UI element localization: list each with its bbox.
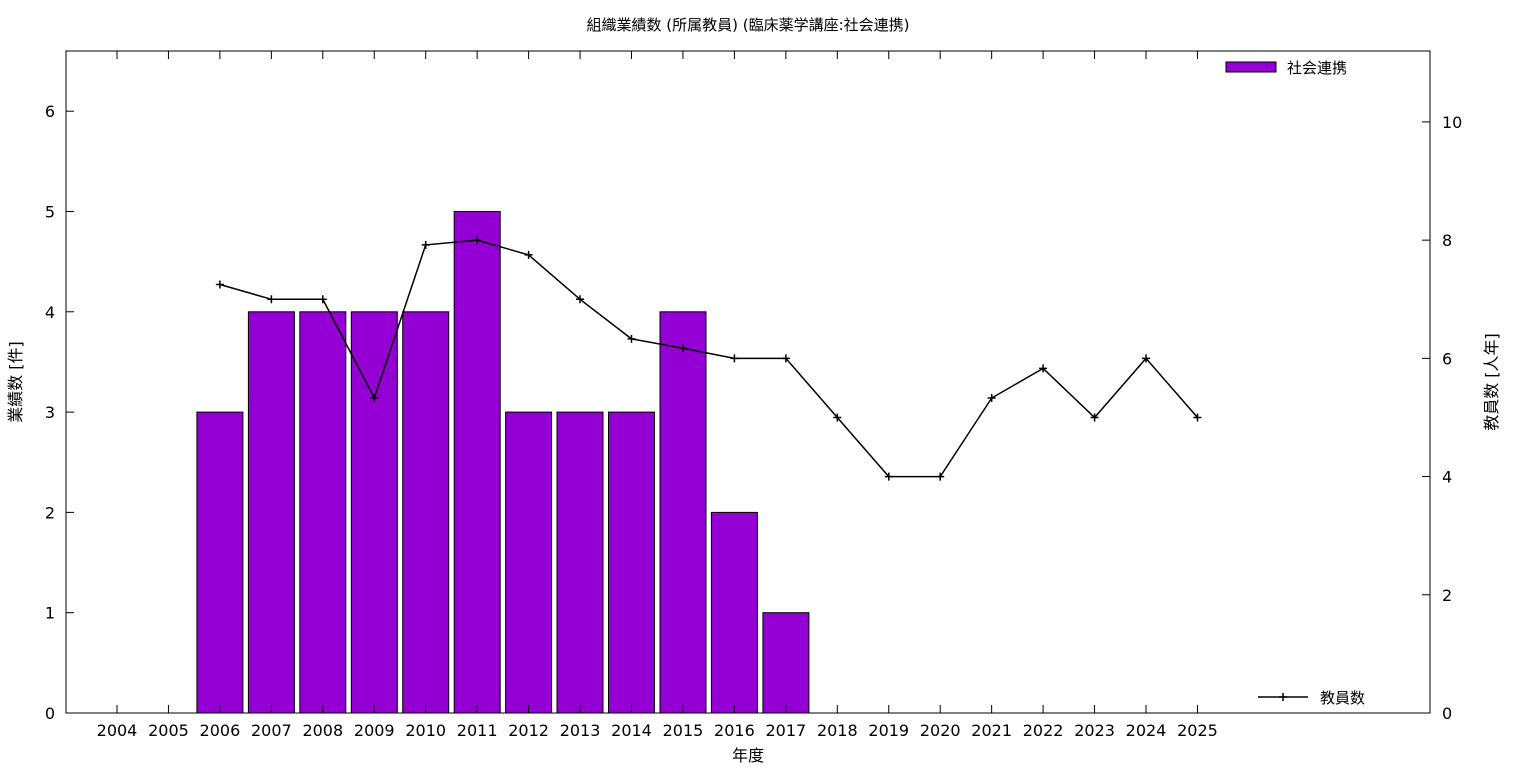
y2-tick-label-4: 4 [1442, 468, 1452, 487]
teacher-count-point-2022 [1039, 364, 1048, 373]
teacher-count-point-2018 [833, 413, 842, 422]
x-tick-label-2022: 2022 [1023, 721, 1064, 740]
teacher-count-point-2015 [678, 344, 687, 353]
x-tick-label-2012: 2012 [508, 721, 549, 740]
y-tick-label-2: 2 [45, 503, 55, 522]
bar-2013 [556, 411, 604, 714]
y-tick-label-1: 1 [45, 604, 55, 623]
teacher-count-point-2012 [524, 250, 533, 259]
y2-tick-label-0: 0 [1442, 704, 1452, 723]
teacher-count-point-2020 [936, 472, 945, 481]
x-tick-label-2023: 2023 [1074, 721, 1115, 740]
teacher-count-line [219, 239, 1199, 478]
plot-frame [65, 50, 1431, 714]
x-tick-label-2008: 2008 [302, 721, 343, 740]
y2-tick-label-6: 6 [1442, 349, 1452, 368]
teacher-count-point-2010 [421, 240, 430, 249]
x-tick-label-2017: 2017 [765, 721, 806, 740]
y2-tick-label-10: 10 [1442, 113, 1462, 132]
x-tick-label-2020: 2020 [920, 721, 961, 740]
x-tick-label-2011: 2011 [457, 721, 498, 740]
x-tick-label-2005: 2005 [148, 721, 189, 740]
y-axis-label: 業績数 [件] [6, 341, 25, 423]
teacher-count-point-2025 [1193, 413, 1202, 422]
bar-2009 [350, 311, 398, 714]
y-tick-label-6: 6 [45, 102, 55, 121]
bar-2006 [196, 411, 244, 714]
teacher-count-point-2021 [987, 394, 996, 402]
x-tick-label-2013: 2013 [560, 721, 601, 740]
y-tick-label-0: 0 [45, 704, 55, 723]
teacher-count-point-2023 [1090, 413, 1099, 422]
y-tick-label-5: 5 [45, 202, 55, 221]
teacher-count-point-2014 [627, 334, 636, 343]
bar-2007 [247, 311, 295, 714]
teacher-count-point-2016 [730, 354, 739, 363]
x-tick-label-2015: 2015 [663, 721, 704, 740]
x-tick-label-2016: 2016 [714, 721, 755, 740]
teacher-count-point-2011 [473, 236, 482, 245]
x-tick-label-2010: 2010 [405, 721, 446, 740]
y2-axis-label: 教員数 [人年] [1482, 333, 1501, 431]
x-tick-label-2009: 2009 [354, 721, 395, 740]
bar-2011 [453, 211, 501, 714]
chart-title: 組織業績数 (所属教員) (臨床薬学講座:社会連携) [586, 16, 909, 34]
x-tick-label-2006: 2006 [200, 721, 241, 740]
x-tick-label-2024: 2024 [1126, 721, 1167, 740]
teacher-count-point-2017 [781, 354, 790, 363]
y2-tick-label-8: 8 [1442, 231, 1452, 250]
x-tick-label-2014: 2014 [611, 721, 652, 740]
legend-label-social: 社会連携 [1287, 59, 1347, 77]
y-tick-label-4: 4 [45, 303, 55, 322]
teacher-count-point-2006 [215, 280, 224, 289]
teacher-count-point-2024 [1142, 354, 1150, 363]
bar-2016 [710, 511, 758, 714]
bar-2015 [659, 311, 707, 714]
bar-2014 [608, 411, 655, 714]
bar-2008 [299, 311, 347, 714]
x-tick-label-2021: 2021 [971, 721, 1012, 740]
x-tick-label-2025: 2025 [1177, 721, 1218, 740]
teacher-count-point-2008 [318, 295, 327, 304]
x-tick-label-2018: 2018 [817, 721, 858, 740]
teacher-count-point-2019 [884, 472, 893, 481]
teacher-count-point-2013 [576, 295, 585, 304]
teacher-count-point-2007 [267, 295, 276, 304]
bar-2017 [762, 612, 810, 714]
bar-2010 [402, 311, 450, 714]
teacher-count-point-2009 [370, 394, 379, 402]
x-tick-label-2019: 2019 [868, 721, 909, 740]
x-tick-label-2004: 2004 [97, 721, 138, 740]
legend-marker-teachers [1279, 693, 1287, 701]
legend-label-teachers: 教員数 [1320, 689, 1365, 707]
x-tick-label-2007: 2007 [251, 721, 292, 740]
y2-tick-label-2: 2 [1442, 586, 1452, 605]
bar-2012 [505, 411, 553, 714]
x-axis-label: 年度 [732, 746, 764, 765]
legend-swatch-social [1225, 61, 1277, 73]
y-tick-label-3: 3 [45, 403, 55, 422]
